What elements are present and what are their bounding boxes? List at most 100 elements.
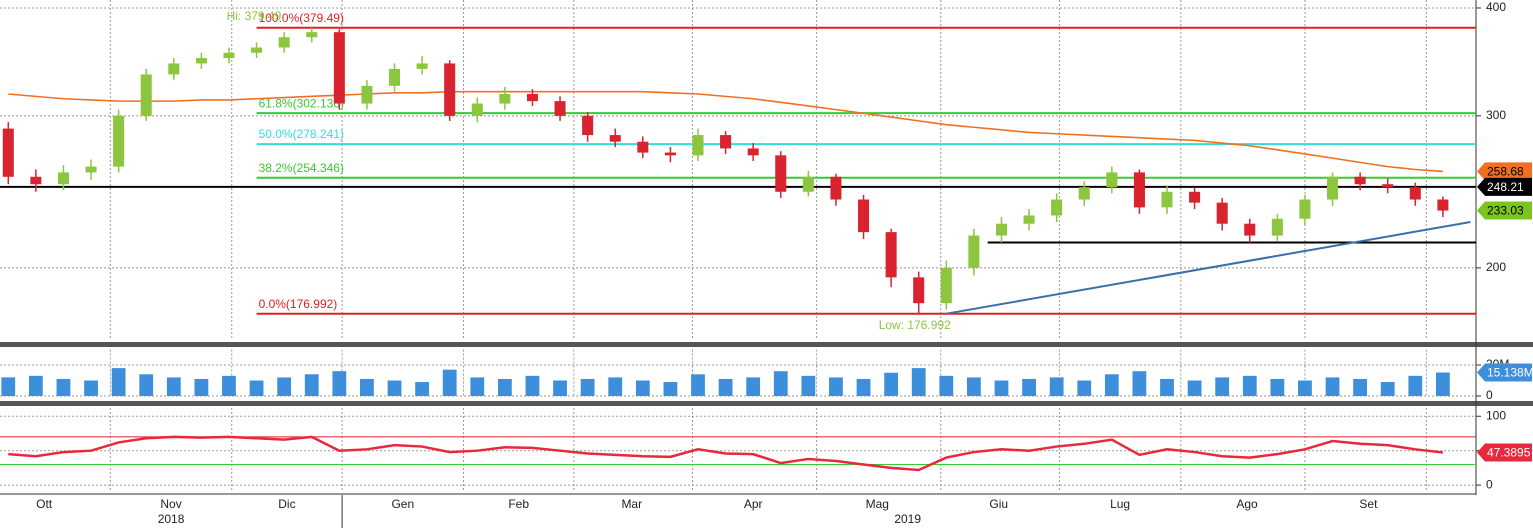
candle-body	[2, 128, 14, 177]
volume-bar	[56, 378, 71, 396]
value-tag-label: 233.03	[1487, 204, 1524, 218]
x-tick-label: Gen	[391, 497, 414, 511]
candle-body	[1133, 172, 1145, 208]
candle-body	[1189, 191, 1201, 203]
volume-bar	[966, 377, 981, 396]
volume-bar	[304, 374, 319, 396]
candle-body	[940, 267, 952, 304]
candle-body	[1354, 176, 1366, 185]
candle-body	[85, 166, 97, 173]
candle-body	[168, 63, 180, 75]
candle-body	[747, 148, 759, 156]
volume-bar	[332, 371, 347, 396]
candle-body	[195, 58, 207, 64]
volume-bar	[139, 374, 154, 396]
volume-bar	[277, 377, 292, 396]
volume-bar	[387, 380, 402, 396]
candle-body	[1023, 215, 1035, 224]
y-tick-label: 200	[1486, 260, 1506, 274]
volume-bar	[691, 374, 705, 396]
candle-body	[361, 85, 373, 104]
value-tag-label: 248.21	[1487, 180, 1524, 194]
year-label: 2019	[894, 512, 921, 526]
volume-bar	[718, 378, 733, 396]
candle-body	[140, 74, 152, 116]
candle-body	[1078, 187, 1090, 200]
candle-body	[416, 63, 428, 69]
candle-body	[995, 223, 1007, 236]
candle-body	[1437, 199, 1449, 211]
candle-body	[913, 277, 925, 304]
volume-bar	[470, 377, 485, 396]
candle-body	[1327, 176, 1339, 200]
volume-bar	[166, 377, 181, 396]
panel-divider	[0, 342, 1533, 347]
year-label: 2018	[158, 512, 185, 526]
candle-body	[582, 115, 594, 136]
volume-bar	[635, 380, 650, 396]
candle-body	[830, 176, 842, 200]
candle-body	[278, 37, 290, 48]
fib-label: 61.8%(302.136)	[259, 96, 344, 110]
fib-label: 38.2%(254.346)	[259, 161, 344, 175]
candle-body	[1382, 184, 1394, 188]
y-tick-label: 0	[1486, 388, 1493, 402]
fib-label: 100.0%(379.49)	[259, 11, 344, 25]
volume-bar	[1104, 374, 1119, 396]
volume-bar	[222, 375, 236, 396]
y-tick-label: 300	[1486, 108, 1506, 122]
y-tick-label: 100	[1486, 408, 1506, 422]
x-tick-label: Dic	[278, 497, 295, 511]
volume-bar	[856, 378, 871, 396]
value-tag-label: 258.68	[1487, 165, 1524, 179]
x-tick-label: Feb	[508, 497, 529, 511]
y-tick-label: 0	[1486, 477, 1493, 491]
volume-bar	[1, 377, 16, 396]
volume-bar	[1380, 382, 1395, 396]
x-tick-label: Ott	[36, 497, 53, 511]
rsi-line	[8, 435, 1444, 472]
candle-body	[333, 32, 345, 104]
value-tag	[1477, 162, 1532, 181]
volume-bar	[111, 368, 126, 396]
x-tick-label: Nov	[160, 497, 181, 511]
candle-body	[692, 135, 704, 156]
volume-bar	[442, 369, 457, 396]
candle-body	[1106, 172, 1118, 188]
fib-label: 0.0%(176.992)	[259, 297, 338, 311]
volume-bar	[994, 380, 1009, 396]
volume-bar	[608, 377, 623, 396]
candle-body	[1299, 199, 1311, 219]
candle-body	[389, 68, 401, 86]
volume-bar	[1049, 377, 1064, 396]
volume-bar	[939, 375, 954, 396]
annotation: Hi: 379.49	[227, 9, 282, 23]
x-tick-label: Apr	[744, 497, 763, 511]
volume-bar	[746, 377, 761, 396]
candle-body	[609, 135, 621, 142]
volume-bar	[1298, 380, 1312, 396]
volume-bar	[525, 375, 540, 396]
candle-body	[720, 135, 732, 149]
volume-bar	[497, 378, 512, 396]
volume-bar	[773, 371, 788, 396]
x-tick-label: Mag	[866, 497, 889, 511]
volume-bar	[1187, 380, 1202, 396]
x-tick-label: Mar	[621, 497, 642, 511]
candle-body	[775, 155, 787, 192]
x-tick-label: Ago	[1236, 497, 1258, 511]
value-tag-label: 15.138M	[1487, 366, 1533, 380]
volume-bar	[801, 375, 816, 396]
candle-body	[113, 115, 125, 167]
volume-bar	[1270, 378, 1285, 396]
volume-bar	[1353, 378, 1368, 396]
volume-bar	[1215, 377, 1230, 396]
volume-bar	[1325, 377, 1340, 396]
candle-body	[444, 63, 456, 116]
trendline	[946, 221, 1471, 315]
candle-body	[499, 93, 511, 104]
volume-bar	[829, 377, 843, 396]
candle-body	[968, 235, 980, 268]
